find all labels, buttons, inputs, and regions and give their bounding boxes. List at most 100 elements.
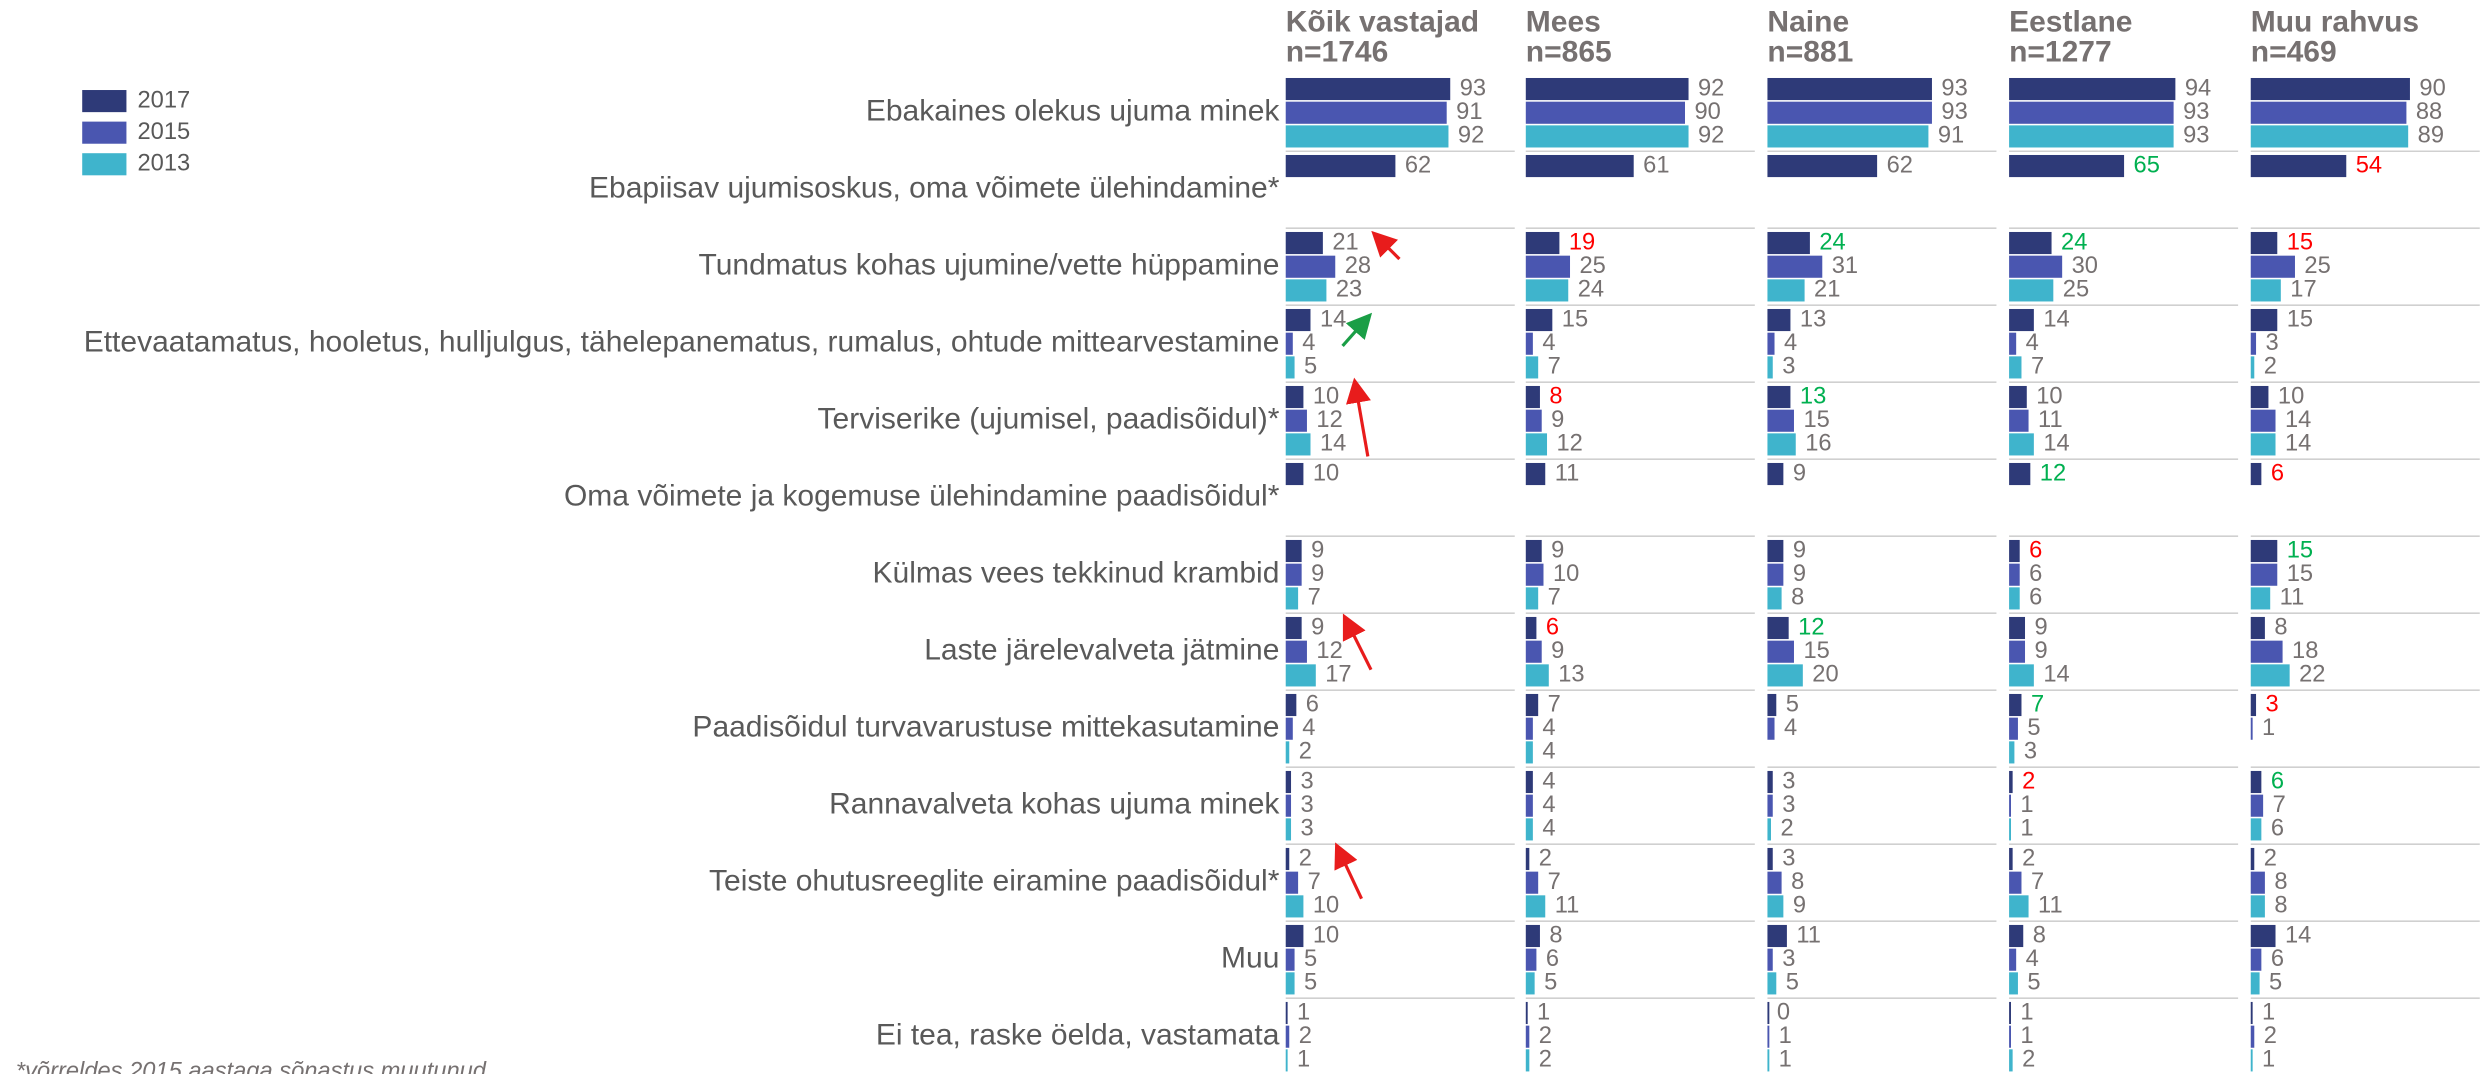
value-label: 6 xyxy=(2029,561,2042,587)
bar xyxy=(2250,462,2262,486)
value-label: 11 xyxy=(1796,922,1821,948)
bar xyxy=(2250,587,2271,610)
panel-title: Kõik vastajad xyxy=(1286,6,1479,39)
bar xyxy=(1525,1049,1530,1072)
value-label: 4 xyxy=(2026,946,2039,972)
value-label: 7 xyxy=(1548,585,1561,611)
value-label: 9 xyxy=(1793,561,1806,587)
bar xyxy=(1525,125,1689,148)
annotation-arrows xyxy=(1334,230,1401,900)
bar xyxy=(2009,895,2029,918)
bar xyxy=(2250,125,2409,148)
value-label: 62 xyxy=(1405,152,1431,178)
bar xyxy=(2009,255,2063,278)
value-label: 1 xyxy=(1779,1023,1792,1049)
bar xyxy=(2250,101,2407,124)
value-label: 4 xyxy=(1784,715,1797,741)
value-label: 5 xyxy=(2027,970,2040,996)
bar xyxy=(2250,847,2255,871)
bar xyxy=(2009,125,2174,148)
value-label: 30 xyxy=(2072,253,2098,279)
value-label: 6 xyxy=(2029,537,2042,563)
bar xyxy=(1767,308,1791,332)
bar xyxy=(2250,717,2253,740)
category-label: Teiste ohutusreeglite eiramine paadisõid… xyxy=(709,865,1280,898)
value-label: 6 xyxy=(1306,691,1319,717)
bar xyxy=(1525,332,1533,355)
value-label: 61 xyxy=(1643,152,1669,178)
panel-title: Mees xyxy=(1526,6,1601,39)
bar xyxy=(1525,770,1533,794)
bar xyxy=(1525,924,1540,948)
value-label: 12 xyxy=(1556,431,1582,457)
value-label: 9 xyxy=(2034,614,2047,640)
bar xyxy=(2009,616,2026,640)
bar xyxy=(2009,972,2018,995)
bar xyxy=(1767,563,1784,586)
legend-swatch xyxy=(82,90,127,113)
value-label: 22 xyxy=(2299,662,2325,688)
bar xyxy=(1525,972,1535,995)
bar xyxy=(2009,356,2022,379)
value-label: 7 xyxy=(2031,691,2044,717)
value-label: 5 xyxy=(1786,970,1799,996)
value-label: 5 xyxy=(1544,970,1557,996)
value-label: 11 xyxy=(2038,407,2063,433)
value-label: 15 xyxy=(1562,306,1588,332)
bar xyxy=(1525,871,1539,894)
bar xyxy=(1285,125,1449,148)
value-label: 92 xyxy=(1458,123,1484,149)
bar xyxy=(2009,77,2176,101)
value-label: 3 xyxy=(2024,739,2037,765)
bar xyxy=(1285,77,1451,101)
value-label: 14 xyxy=(2285,431,2311,457)
value-label: 2 xyxy=(1539,1023,1552,1049)
value-label: 9 xyxy=(1551,537,1564,563)
value-label: 14 xyxy=(2285,922,2311,948)
bar xyxy=(1767,101,1932,124)
bar xyxy=(1285,664,1316,687)
value-label: 15 xyxy=(2287,306,2313,332)
value-label: 3 xyxy=(1301,768,1314,794)
value-label: 92 xyxy=(1698,123,1724,149)
category-label: Rannavalveta kohas ujuma minek xyxy=(829,788,1280,821)
value-label: 3 xyxy=(1782,946,1795,972)
bar xyxy=(2009,101,2174,124)
category-label: Ebakaines olekus ujuma minek xyxy=(866,95,1281,128)
value-label: 4 xyxy=(1302,330,1315,356)
bar xyxy=(1525,664,1549,687)
value-label: 93 xyxy=(1941,75,1967,101)
value-label: 4 xyxy=(1784,330,1797,356)
bar xyxy=(1525,741,1533,764)
value-label: 12 xyxy=(2040,460,2066,486)
category-label: Ebapiisav ujumisoskus, oma võimete ülehi… xyxy=(589,172,1280,205)
value-label: 3 xyxy=(2266,691,2279,717)
value-label: 8 xyxy=(1549,383,1562,409)
value-label: 94 xyxy=(2185,75,2211,101)
value-label: 17 xyxy=(1325,662,1351,688)
panel-subtitle: n=469 xyxy=(2251,36,2337,69)
value-label: 13 xyxy=(1800,306,1826,332)
value-label: 3 xyxy=(2266,330,2279,356)
bar xyxy=(1767,231,1810,255)
value-label: 5 xyxy=(1786,691,1799,717)
bar xyxy=(1525,895,1546,918)
bar xyxy=(2009,741,2015,764)
value-label: 3 xyxy=(1782,768,1795,794)
value-label: 9 xyxy=(1793,460,1806,486)
bar xyxy=(2250,895,2265,918)
bar xyxy=(1767,77,1932,101)
bar xyxy=(1525,462,1546,486)
category-label: Külmas vees tekkinud krambid xyxy=(873,557,1280,590)
value-label: 1 xyxy=(2020,816,2033,842)
value-label: 92 xyxy=(1698,75,1724,101)
legend-label: 2013 xyxy=(137,151,190,177)
bar xyxy=(1285,433,1311,456)
value-label: 6 xyxy=(2271,768,2284,794)
bar xyxy=(2009,664,2034,687)
value-label: 8 xyxy=(2274,614,2287,640)
value-label: 20 xyxy=(1812,662,1838,688)
bar xyxy=(2009,332,2017,355)
value-label: 11 xyxy=(2280,585,2305,611)
